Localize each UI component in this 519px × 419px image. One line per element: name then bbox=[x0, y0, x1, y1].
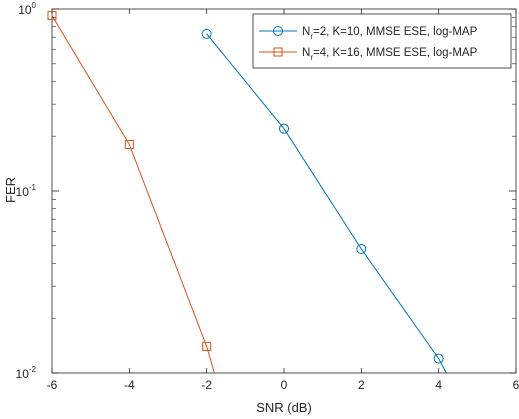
plot-area bbox=[51, 8, 517, 374]
legend-label: Nr=2, K=10, MMSE ESE, log-MAP bbox=[302, 26, 478, 41]
data-point bbox=[433, 353, 444, 364]
y-axis-label: FER bbox=[3, 177, 18, 203]
x-axis-ticks: -6 -4 -2 0 2 4 6 bbox=[47, 9, 519, 392]
x-tick-label: 0 bbox=[281, 378, 288, 392]
x-tick-label: -4 bbox=[124, 378, 135, 392]
data-point bbox=[279, 123, 289, 134]
x-tick-label: 2 bbox=[358, 378, 365, 392]
data-point bbox=[124, 140, 134, 150]
y-tick-label: 100 bbox=[18, 1, 36, 17]
x-axis-label: SNR (dB) bbox=[256, 400, 312, 415]
y-axis-ticks: 10-2 10-1 100 bbox=[16, 1, 516, 381]
series-1-line bbox=[206, 33, 447, 373]
y-tick-label: 10-2 bbox=[16, 365, 37, 381]
series-1 bbox=[201, 28, 447, 373]
legend-label: Nr=4, K=16, MMSE ESE, log-MAP bbox=[302, 47, 478, 62]
series-2-line bbox=[52, 15, 215, 373]
x-tick-label: 4 bbox=[435, 378, 442, 392]
data-point bbox=[202, 341, 212, 351]
y-tick-label: 10-1 bbox=[16, 183, 37, 199]
legend-entry-2: Nr=4, K=16, MMSE ESE, log-MAP bbox=[259, 47, 478, 62]
x-tick-label: -6 bbox=[47, 378, 58, 392]
legend-marker bbox=[273, 26, 283, 36]
plot-frame bbox=[51, 8, 517, 374]
data-point bbox=[356, 244, 367, 255]
legend-box bbox=[252, 13, 512, 69]
legend-entry-1: Nr=2, K=10, MMSE ESE, log-MAP bbox=[259, 26, 478, 41]
x-tick-label: 6 bbox=[513, 378, 519, 392]
data-point bbox=[201, 28, 212, 39]
legend-marker bbox=[273, 47, 283, 57]
x-tick-label: -2 bbox=[201, 378, 212, 392]
legend: Nr=2, K=10, MMSE ESE, log-MAP Nr=4, K=16,… bbox=[252, 13, 512, 69]
